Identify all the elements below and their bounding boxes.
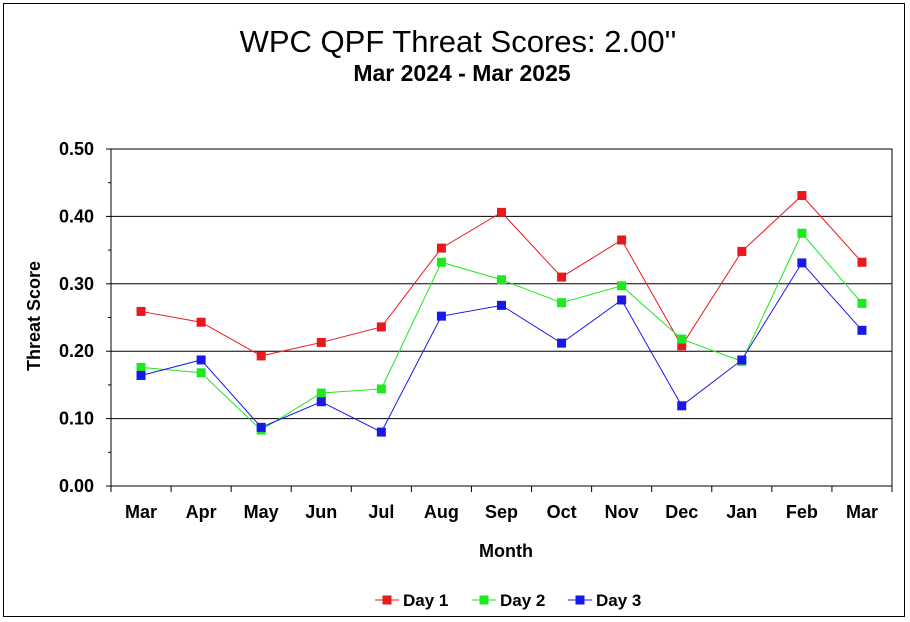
data-point bbox=[376, 384, 386, 394]
legend-marker bbox=[575, 595, 585, 605]
y-tick-label: 0.50 bbox=[59, 139, 94, 159]
x-tick-label: May bbox=[244, 502, 279, 522]
series-line bbox=[140, 262, 863, 433]
data-point bbox=[617, 235, 627, 245]
data-point bbox=[196, 368, 206, 378]
data-point bbox=[436, 257, 446, 267]
legend-label: Day 2 bbox=[500, 591, 545, 610]
data-point bbox=[256, 422, 266, 432]
x-axis-title: Month bbox=[479, 541, 533, 561]
y-tick-label: 0.30 bbox=[59, 274, 94, 294]
y-axis-title: Threat Score bbox=[24, 261, 44, 371]
x-tick-label: Aug bbox=[424, 502, 459, 522]
plot-area: 0.00 0.10 0.20 0.30 0.40 0.50 Mar Apr May Jun Jul A… bbox=[59, 139, 893, 522]
data-point bbox=[436, 243, 446, 253]
data-point bbox=[136, 362, 146, 372]
legend-marker bbox=[479, 595, 489, 605]
plot-border bbox=[110, 148, 893, 487]
x-tick-label: Nov bbox=[605, 502, 639, 522]
data-point bbox=[797, 258, 807, 268]
chart-subtitle: Mar 2024 - Mar 2025 bbox=[353, 60, 571, 86]
data-point bbox=[376, 322, 386, 332]
y-tick-label: 0.00 bbox=[59, 476, 94, 496]
legend: Day 1 Day 2 Day 3 bbox=[375, 591, 641, 610]
y-tick-label: 0.10 bbox=[59, 409, 94, 429]
x-tick-label: Jan bbox=[726, 502, 757, 522]
legend-label: Day 3 bbox=[596, 591, 641, 610]
data-point bbox=[136, 306, 146, 316]
x-tick-label: Jul bbox=[368, 502, 394, 522]
data-point bbox=[497, 300, 506, 310]
x-tick-label: Apr bbox=[186, 502, 217, 522]
data-point bbox=[737, 246, 747, 256]
x-tick-label: Feb bbox=[786, 502, 818, 522]
chart-frame bbox=[3, 3, 905, 617]
legend-label: Day 1 bbox=[403, 591, 448, 610]
data-point bbox=[617, 295, 627, 305]
data-point bbox=[797, 191, 807, 201]
data-point bbox=[557, 338, 567, 348]
data-point bbox=[677, 341, 687, 351]
data-point bbox=[677, 334, 687, 344]
chart-title: WPC QPF Threat Scores: 2.00'' bbox=[240, 24, 677, 59]
y-tick-label: 0.20 bbox=[59, 341, 94, 361]
data-point bbox=[256, 351, 266, 361]
data-point bbox=[136, 370, 146, 380]
data-point bbox=[857, 257, 867, 267]
data-point bbox=[857, 298, 867, 308]
data-point bbox=[196, 355, 206, 365]
data-point bbox=[497, 207, 506, 217]
data-point bbox=[557, 272, 567, 282]
x-tick-label: Dec bbox=[665, 502, 698, 522]
data-point bbox=[857, 325, 867, 335]
data-point bbox=[436, 311, 446, 321]
data-point bbox=[316, 388, 326, 398]
data-point bbox=[497, 275, 506, 285]
data-point bbox=[677, 401, 687, 411]
series-line bbox=[140, 232, 863, 431]
data-point bbox=[376, 427, 386, 437]
y-tick-label: 0.40 bbox=[59, 206, 94, 226]
data-point bbox=[557, 298, 567, 308]
x-tick-label: Mar bbox=[846, 502, 878, 522]
x-tick-label: Oct bbox=[547, 502, 577, 522]
x-tick-label: Sep bbox=[485, 502, 518, 522]
x-tick-label: Mar bbox=[125, 502, 157, 522]
data-point bbox=[316, 397, 326, 407]
data-point bbox=[316, 337, 326, 347]
data-point bbox=[196, 317, 206, 327]
data-point bbox=[797, 228, 807, 238]
data-point bbox=[737, 355, 747, 365]
data-point bbox=[617, 281, 627, 291]
legend-marker bbox=[382, 595, 392, 605]
x-tick-label: Jun bbox=[305, 502, 337, 522]
